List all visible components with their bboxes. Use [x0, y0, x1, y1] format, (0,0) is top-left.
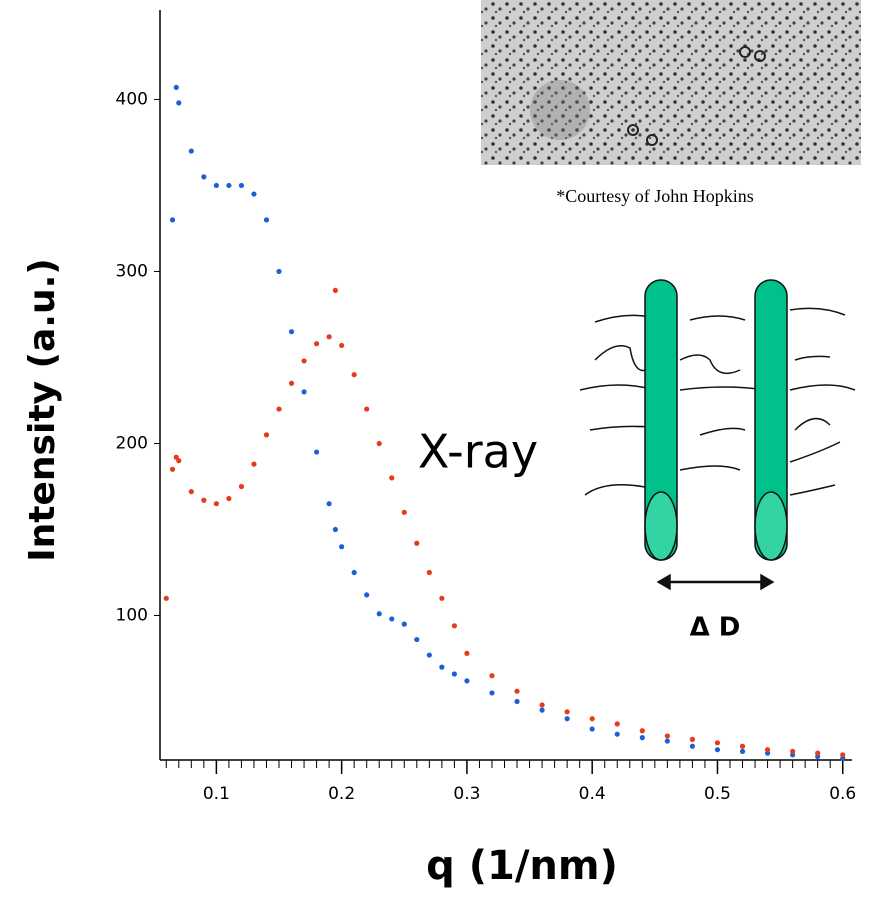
data-point — [339, 544, 345, 550]
data-point — [332, 287, 338, 293]
data-point — [226, 182, 232, 189]
data-point — [414, 540, 420, 546]
data-point — [589, 716, 595, 722]
data-point — [426, 652, 432, 658]
data-point — [815, 750, 821, 756]
data-point — [364, 592, 370, 598]
data-point — [539, 702, 545, 708]
data-point — [213, 182, 219, 189]
data-point — [639, 728, 645, 734]
data-point — [238, 182, 245, 189]
micrograph — [481, 0, 861, 165]
data-point — [790, 748, 796, 754]
data-point — [689, 743, 696, 749]
credit: *Courtesy of John Hopkins — [556, 186, 754, 206]
data-point — [201, 174, 207, 180]
data-point — [201, 497, 207, 503]
data-point — [326, 334, 332, 340]
x-tick-label: 0.5 — [704, 784, 731, 804]
data-point — [276, 268, 282, 275]
data-point — [238, 483, 245, 490]
data-point — [489, 673, 495, 679]
data-point — [614, 721, 620, 727]
data-point — [739, 743, 746, 749]
method-label: X-ray — [418, 425, 538, 479]
data-point — [173, 84, 179, 91]
data-point — [414, 636, 420, 643]
data-point — [739, 748, 746, 754]
data-point — [226, 495, 232, 502]
data-point — [376, 440, 382, 447]
x-tick-label: 0.2 — [328, 784, 355, 804]
data-point — [301, 358, 307, 364]
data-point — [213, 501, 219, 507]
data-point — [263, 432, 270, 438]
data-point — [339, 342, 345, 349]
data-point — [313, 449, 320, 455]
data-point — [439, 664, 445, 670]
rod-diagram — [579, 279, 856, 591]
data-point — [664, 738, 670, 744]
data-point — [263, 217, 270, 223]
y-tick-label: 400 — [116, 89, 148, 109]
data-point — [464, 650, 470, 656]
data-point — [176, 458, 182, 464]
y-tick-label: 300 — [116, 261, 148, 281]
data-point — [664, 733, 670, 739]
data-point — [639, 735, 645, 741]
data-point — [188, 489, 194, 495]
data-point — [389, 475, 395, 481]
data-point — [351, 569, 357, 576]
data-point — [169, 466, 176, 472]
x-tick-label: 0.1 — [203, 784, 230, 804]
data-point — [451, 623, 457, 629]
data-point — [288, 329, 295, 335]
data-point — [539, 707, 545, 713]
data-point — [351, 372, 357, 378]
data-point — [376, 611, 382, 617]
data-point — [313, 341, 320, 347]
data-point — [564, 709, 570, 715]
spacing-label: Δ D — [690, 613, 741, 643]
data-point — [564, 716, 570, 722]
data-point — [332, 526, 338, 533]
data-point — [326, 501, 332, 507]
data-point — [489, 690, 495, 696]
y-tick-label: 100 — [116, 606, 148, 626]
y-tick-label: 200 — [116, 433, 148, 453]
data-point — [714, 747, 721, 753]
y-axis-title: Intensity (a.u.) — [22, 258, 63, 561]
data-point — [276, 406, 282, 412]
data-point — [364, 406, 370, 412]
data-point — [840, 752, 846, 758]
x-tick-label: 0.4 — [579, 784, 606, 804]
data-point — [439, 595, 445, 601]
x-tick-label: 0.6 — [829, 784, 856, 804]
data-point — [401, 621, 407, 627]
x-tick-label: 0.3 — [453, 784, 480, 804]
data-point — [188, 148, 194, 154]
data-point — [589, 726, 595, 732]
data-point — [614, 731, 620, 737]
data-point — [514, 688, 520, 694]
x-axis-title: q (1/nm) — [426, 843, 618, 889]
data-point — [301, 389, 307, 395]
data-point — [251, 461, 257, 467]
data-point — [163, 595, 169, 601]
data-point — [288, 380, 295, 386]
data-point — [389, 616, 395, 622]
data-point — [514, 698, 520, 705]
data-point — [451, 671, 457, 677]
data-point — [401, 509, 407, 515]
data-point — [764, 747, 771, 753]
data-point — [464, 678, 470, 684]
data-point — [689, 736, 696, 742]
data-point — [714, 740, 721, 746]
data-point — [251, 191, 257, 197]
data-point — [169, 217, 176, 223]
data-point — [426, 569, 432, 576]
data-point — [176, 100, 182, 106]
